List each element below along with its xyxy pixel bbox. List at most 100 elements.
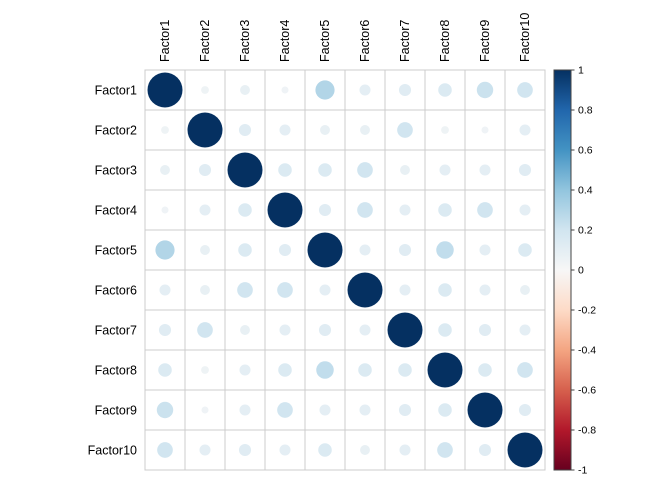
correlation-circle [398, 83, 412, 97]
correlation-circle [319, 404, 331, 416]
correlation-circle [199, 444, 211, 456]
correlation-circle [278, 163, 292, 177]
correlation-circle [360, 445, 370, 455]
correlation-circle [187, 112, 223, 148]
correlation-circle [281, 86, 289, 94]
correlation-circle [441, 126, 449, 134]
column-labels: Factor1 Factor2 Factor3 Factor4 Factor5 Facto… [158, 13, 532, 62]
correlation-circle [240, 85, 250, 95]
row-labels: Factor1 Factor2 Factor3 Factor4 Factor5 Facto… [88, 84, 137, 458]
colorbar-tick-label: -0.2 [578, 305, 596, 317]
column-label: Factor9 [478, 20, 492, 62]
correlation-circle [360, 125, 370, 135]
correlation-circle [159, 284, 171, 296]
correlation-circle [518, 403, 532, 417]
correlation-circle [357, 162, 373, 178]
colorbar-tick-label: -0.8 [578, 425, 596, 437]
correlation-circle [438, 83, 452, 97]
correlation-circle [197, 322, 213, 338]
correlation-circle [240, 325, 250, 335]
correlation-circle [387, 312, 423, 348]
correlation-circle [227, 152, 263, 188]
correlation-circle [478, 363, 492, 377]
correlation-circle [238, 443, 252, 457]
correlation-circle [156, 401, 174, 419]
correlation-circle [399, 444, 411, 456]
correlation-circle [517, 82, 533, 98]
correlation-circle [518, 243, 532, 257]
correlation-circle [517, 362, 533, 378]
correlation-circle [238, 123, 252, 137]
correlation-circle [359, 84, 371, 96]
correlation-circle [318, 443, 332, 457]
correlation-circle [200, 285, 210, 295]
correlation-circle [157, 442, 173, 458]
correlation-circle [316, 361, 334, 379]
colorbar-tick-label: 0.8 [578, 105, 593, 117]
correlation-circle [399, 204, 411, 216]
correlation-circle [427, 352, 463, 388]
correlation-circle [357, 202, 373, 218]
correlation-circle [437, 442, 453, 458]
correlation-circle [519, 124, 531, 136]
column-label: Factor10 [518, 13, 532, 62]
correlation-circle [479, 284, 491, 296]
correlation-circle [478, 443, 492, 457]
correlation-circle [161, 206, 169, 214]
correlation-circle [147, 72, 183, 108]
correlation-circle [161, 126, 169, 134]
correlation-circle [238, 243, 252, 257]
colorbar-tick-label: 0.2 [578, 225, 593, 237]
correlation-circle [399, 284, 411, 296]
correlation-circle [201, 86, 209, 94]
correlation-circle [199, 204, 211, 216]
correlation-circle [438, 323, 452, 337]
correlation-circle [467, 392, 503, 428]
grid-cell [264, 109, 306, 151]
correlation-circle [201, 406, 209, 414]
correlation-circle [400, 165, 410, 175]
correlation-circle [158, 323, 172, 337]
colorbar-gradient [553, 69, 572, 471]
colorbar-tick-label: 0.4 [578, 185, 593, 197]
correlation-circle [278, 243, 292, 257]
colorbar-tick-label: 1 [578, 65, 584, 77]
grid-cell [184, 149, 226, 191]
correlation-circle [318, 203, 332, 217]
correlation-circle [438, 403, 452, 417]
correlation-circle [481, 126, 489, 134]
column-label: Factor6 [358, 20, 372, 62]
correlation-circle [518, 163, 532, 177]
colorbar: 1 0.8 0.6 0.4 0.2 0 -0.2 -0.4 -0.6 -0.8 -1 [553, 65, 596, 477]
correlation-circle [397, 122, 413, 138]
correlation-circles [147, 72, 543, 468]
correlation-circle [277, 282, 293, 298]
correlation-circle [318, 163, 332, 177]
correlation-circle [160, 165, 170, 175]
correlation-circle [359, 244, 371, 256]
column-label: Factor3 [238, 20, 252, 62]
row-label: Factor7 [95, 324, 137, 338]
row-label: Factor5 [95, 244, 137, 258]
column-label: Factor2 [198, 20, 212, 62]
row-label: Factor8 [95, 364, 137, 378]
correlation-circle [158, 363, 172, 377]
colorbar-tick-label: -0.6 [578, 385, 596, 397]
correlation-circle [278, 363, 292, 377]
correlation-circle [479, 244, 491, 256]
matrix-grid [144, 69, 546, 471]
row-label: Factor2 [95, 124, 137, 138]
colorbar-tick-label: -1 [578, 465, 587, 477]
correlation-circle [267, 192, 303, 228]
correlation-circle [279, 124, 291, 136]
row-label: Factor10 [88, 444, 137, 458]
correlation-circle [279, 324, 291, 336]
correlation-circle [359, 404, 371, 416]
correlation-circle [519, 204, 531, 216]
correlation-circle [519, 324, 531, 336]
correlation-circle [398, 403, 412, 417]
correlation-circle [507, 432, 543, 468]
correlation-circle [347, 272, 383, 308]
